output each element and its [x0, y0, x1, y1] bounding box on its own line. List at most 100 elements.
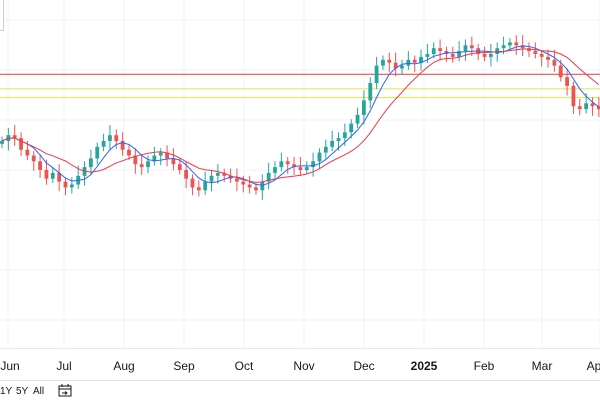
x-tick-label-2: Aug [113, 359, 135, 373]
candle-body-72 [457, 51, 462, 57]
candle-body-34 [215, 172, 220, 176]
candle-body-9 [57, 172, 62, 182]
candle-body-15 [95, 146, 100, 159]
candle-body-42 [266, 172, 271, 182]
candle-body-49 [311, 161, 316, 168]
candle-body-37 [235, 178, 239, 182]
candle-body-86 [546, 56, 550, 60]
candle-body-0 [0, 141, 4, 144]
candle-body-30 [190, 178, 195, 188]
candle-body-40 [254, 187, 258, 191]
candle-body-20 [127, 149, 131, 156]
candle-body-50 [317, 152, 322, 162]
x-tick-label-9: Mar [531, 359, 553, 373]
candle-body-88 [558, 65, 563, 78]
candle-body-6 [38, 161, 42, 170]
candle-body-47 [298, 167, 303, 170]
candle-body-45 [285, 161, 290, 165]
candle-body-44 [279, 161, 284, 168]
candle-body-73 [463, 45, 468, 52]
candle-body-48 [304, 167, 309, 170]
x-tick-label-6: Dec [353, 359, 375, 373]
candle-body-82 [520, 45, 525, 49]
candle-body-87 [552, 59, 557, 66]
candle-body-84 [533, 51, 538, 54]
candle-body-19 [120, 141, 125, 150]
calendar-goto-icon[interactable] [58, 384, 72, 397]
candle-body-33 [209, 175, 214, 182]
candle-body-69 [438, 48, 442, 52]
x-tick-label-8: Feb [473, 359, 495, 373]
candle-body-22 [139, 164, 144, 168]
candle-body-46 [292, 164, 296, 168]
candle-body-3 [19, 138, 23, 150]
candle-body-64 [406, 59, 411, 66]
range-5y-button[interactable]: 5Y [16, 386, 29, 397]
x-tick-label-0: Jun [0, 359, 20, 373]
candle-body-58 [368, 83, 373, 101]
candle-body-5 [31, 155, 36, 162]
candle-body-57 [362, 100, 366, 115]
candle-body-14 [88, 158, 93, 168]
candle-body-93 [590, 103, 595, 107]
candle-body-17 [108, 135, 112, 141]
x-tick-label-5: Nov [293, 359, 315, 373]
candle-body-24 [152, 155, 157, 162]
candle-body-85 [539, 54, 544, 57]
candle-body-51 [323, 146, 328, 153]
candle-body-10 [63, 181, 68, 188]
x-tick-label-1: Jul [56, 359, 72, 373]
price-chart[interactable] [0, 0, 600, 348]
x-tick-label-4: Oct [234, 359, 254, 373]
range-toolbar: 1Y 5Y All [0, 380, 600, 401]
x-tick-label-7: 2025 [410, 359, 438, 373]
candle-body-91 [577, 106, 582, 110]
x-tick-label-3: Sep [173, 359, 195, 373]
candle-body-80 [508, 42, 512, 46]
time-axis[interactable]: Jun Jul Aug Sep Oct Nov Dec 2025 Feb Mar Ap [0, 348, 600, 379]
range-all-button[interactable]: All [33, 386, 45, 397]
candle-body-2 [12, 135, 17, 139]
candle-body-76 [482, 54, 487, 57]
candle-body-26 [165, 152, 169, 159]
candle-body-77 [488, 54, 493, 57]
candle-body-66 [419, 56, 423, 63]
candle-body-21 [133, 155, 138, 165]
candle-body-41 [260, 181, 265, 191]
candle-body-63 [400, 65, 404, 69]
candle-body-55 [349, 123, 354, 133]
candle-body-18 [114, 135, 119, 141]
candle-body-65 [412, 59, 417, 63]
candle-body-38 [241, 181, 246, 185]
candle-body-61 [387, 59, 392, 63]
candle-body-7 [44, 170, 49, 179]
candle-body-16 [101, 141, 106, 147]
candle-body-90 [571, 85, 576, 107]
candle-body-29 [184, 170, 189, 179]
candle-body-28 [177, 164, 182, 170]
candle-body-79 [501, 45, 506, 49]
candle-body-81 [514, 42, 519, 46]
candle-body-67 [425, 54, 430, 57]
candle-body-31 [196, 187, 201, 191]
candle-body-23 [146, 161, 150, 168]
moving-average-line-0 [1, 45, 600, 186]
range-1y-button[interactable]: 1Y [0, 386, 13, 397]
candle-body-25 [158, 152, 163, 156]
candle-body-60 [381, 59, 385, 66]
x-tick-label-10: Ap [586, 359, 600, 373]
candle-body-53 [336, 138, 341, 141]
candle-body-59 [374, 65, 379, 83]
candle-body-94 [596, 106, 600, 110]
moving-average-line-1 [1, 48, 600, 183]
candle-body-89 [565, 77, 569, 86]
candle-body-8 [50, 172, 55, 179]
candle-body-68 [431, 48, 436, 54]
candle-body-62 [393, 62, 398, 69]
candle-body-52 [330, 141, 335, 147]
candle-body-74 [469, 45, 474, 49]
side-panel-tab[interactable] [0, 0, 4, 31]
candle-body-27 [171, 158, 176, 165]
candle-body-83 [527, 48, 531, 52]
candle-body-32 [203, 181, 208, 191]
